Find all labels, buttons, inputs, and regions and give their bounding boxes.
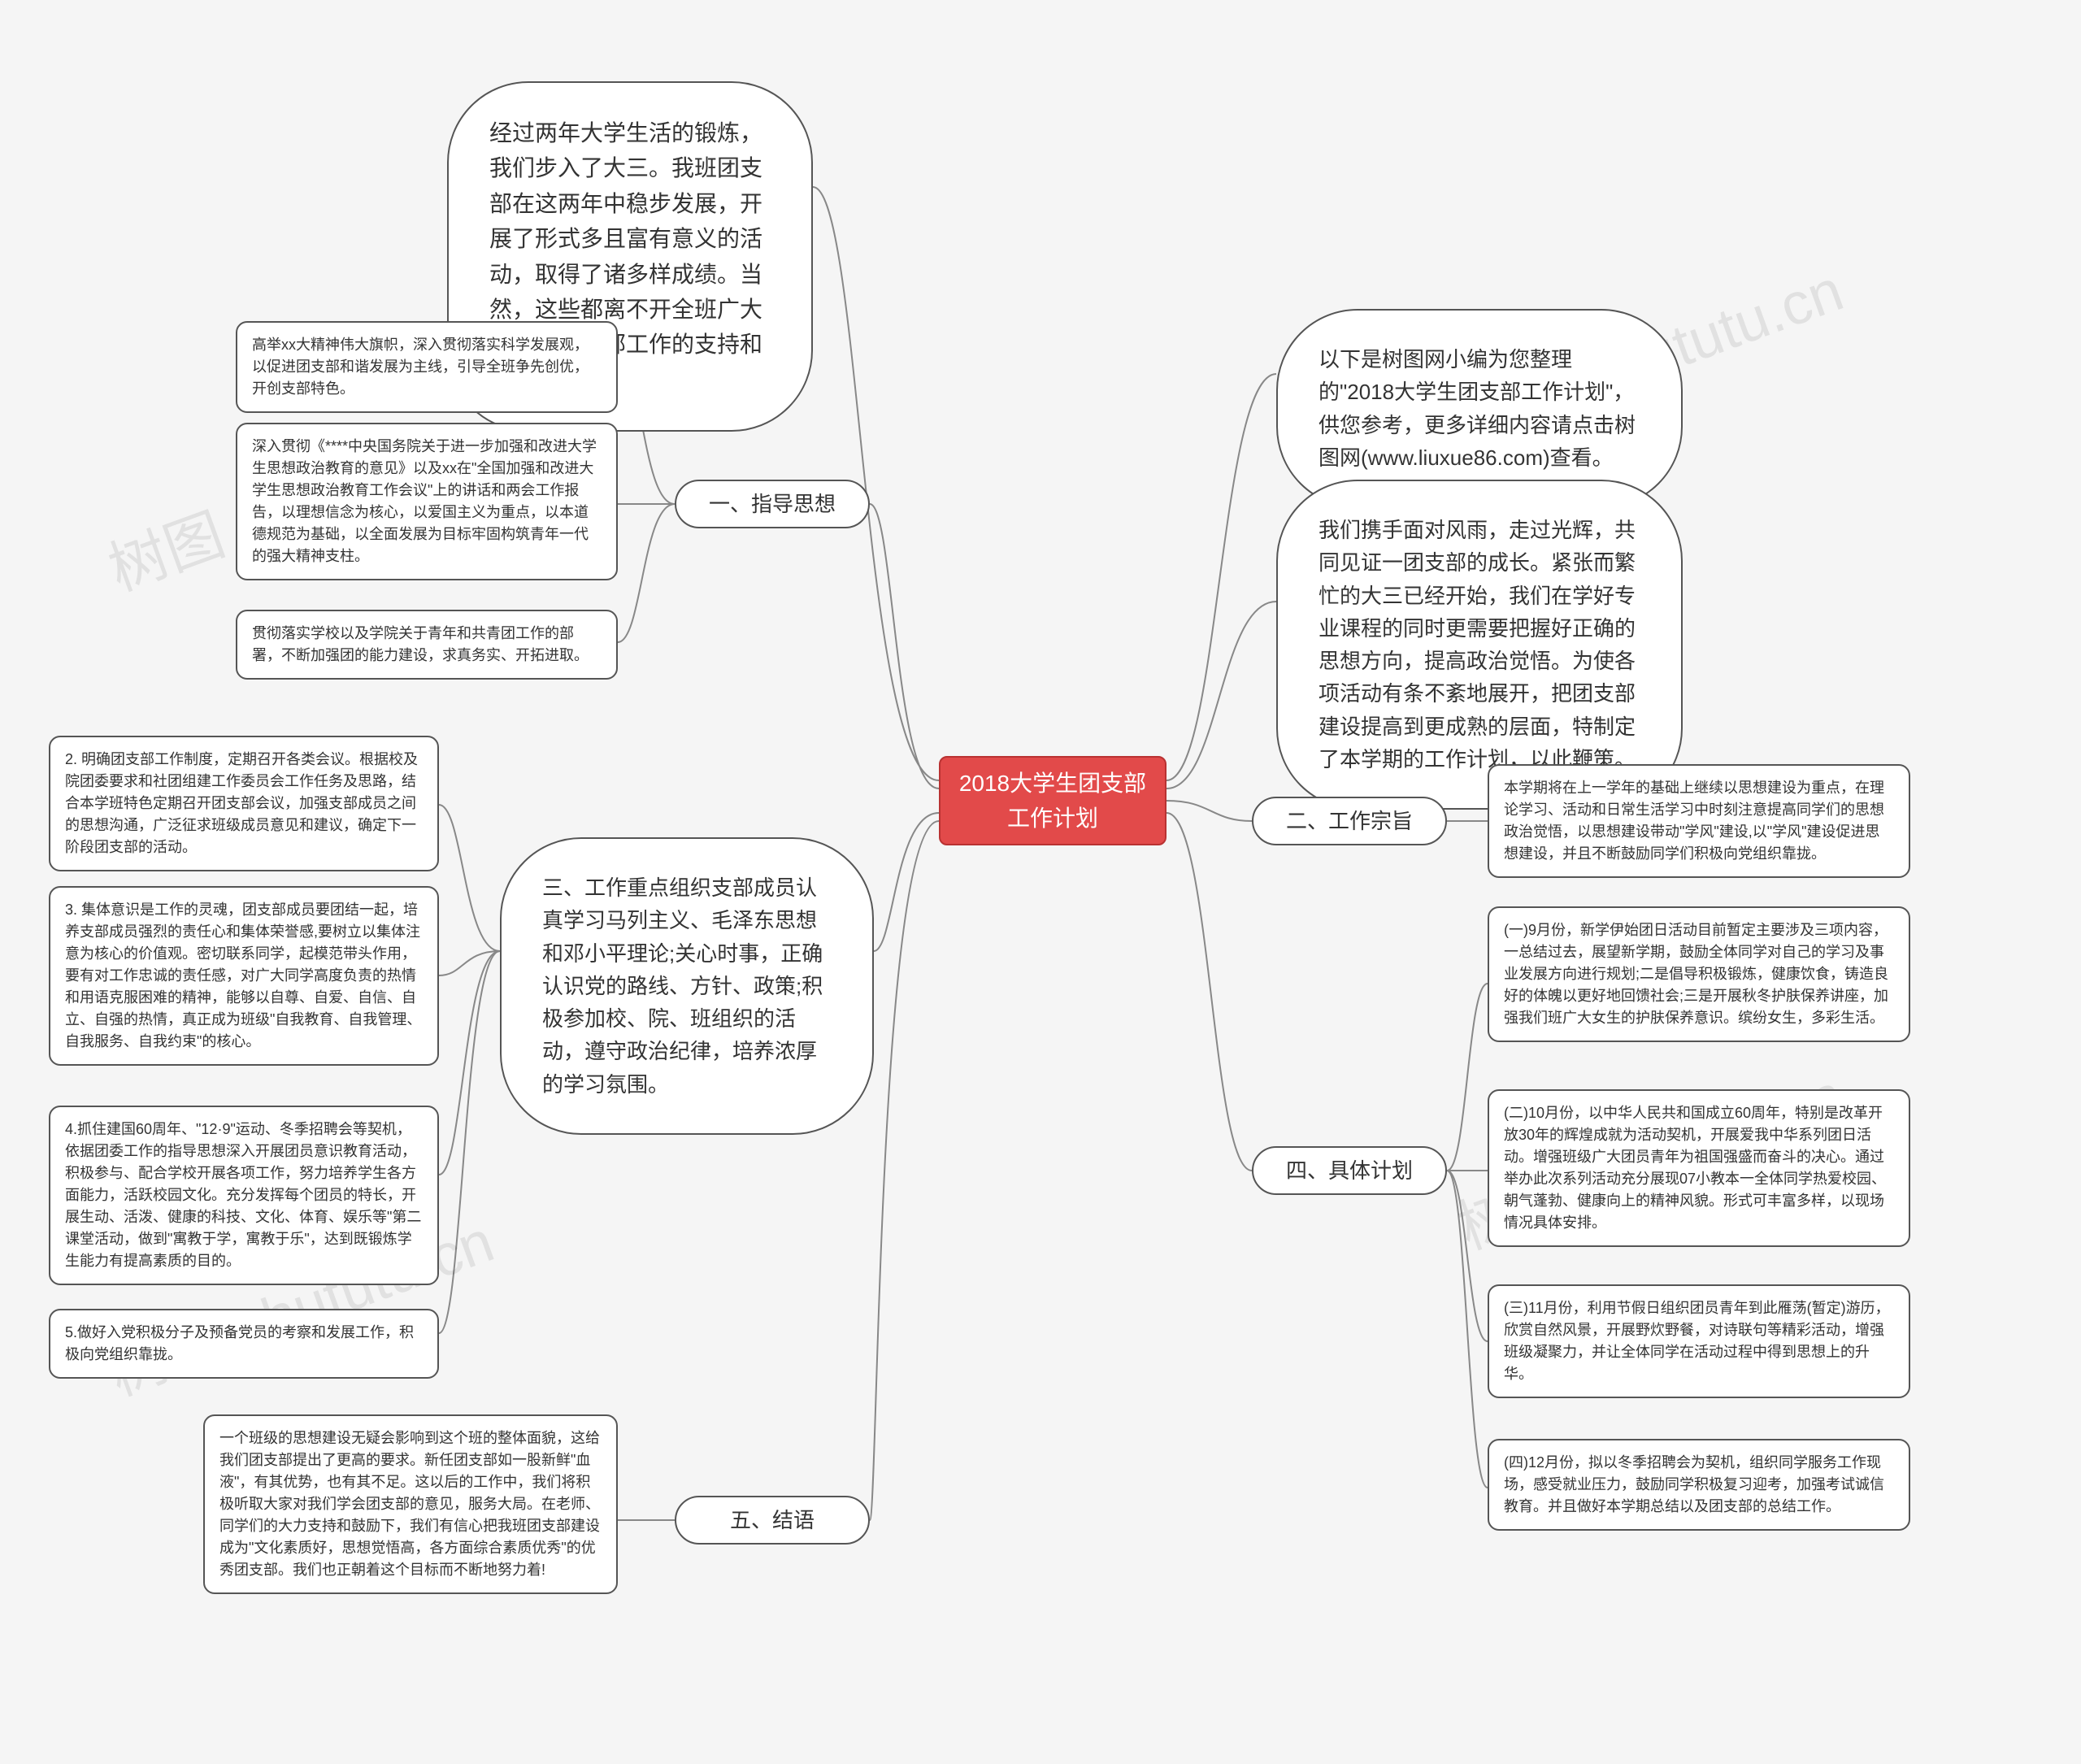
sec1-p1-text: 高举xx大精神伟大旗帜，深入贯彻落实科学发展观，以促进团支部和谐发展为主线，引导…	[252, 337, 589, 397]
sec3-p2-text: 2. 明确团支部工作制度，定期召开各类会议。根据校及院团委要求和社团组建工作委员…	[65, 751, 418, 855]
sec1-p2-text: 深入贯彻《****中央国务院关于进一步加强和改进大学生思想政治教育的意见》以及x…	[252, 438, 597, 564]
sec2-node: 二、工作宗旨	[1252, 797, 1447, 845]
sec3-title: 三、工作重点组织支部成员认真学习马列主义、毛泽东思想和邓小平理论;关心时事，正确…	[542, 875, 823, 1097]
sec1-p3-text: 贯彻落实学校以及学院关于青年和共青团工作的部署，不断加强团的能力建设，求真务实、…	[252, 625, 589, 663]
sec1-p1: 高举xx大精神伟大旗帜，深入贯彻落实科学发展观，以促进团支部和谐发展为主线，引导…	[236, 321, 618, 413]
sec4-title: 四、具体计划	[1286, 1154, 1413, 1187]
sec1-p2: 深入贯彻《****中央国务院关于进一步加强和改进大学生思想政治教育的意见》以及x…	[236, 423, 618, 580]
sec3-p4-text: 4.抓住建国60周年、"12·9"运动、冬季招聘会等契机，依据团委工作的指导思想…	[65, 1121, 421, 1269]
sec1-title: 一、指导思想	[709, 488, 836, 520]
root-node: 2018大学生团支部工作计划	[939, 756, 1166, 845]
sec1-node: 一、指导思想	[675, 480, 870, 528]
sec5-node: 五、结语	[675, 1496, 870, 1545]
sec4-p2: (二)10月份，以中华人民共和国成立60周年，特别是改革开放30年的辉煌成就为活…	[1488, 1089, 1910, 1247]
sec1-p3: 贯彻落实学校以及学院关于青年和共青团工作的部署，不断加强团的能力建设，求真务实、…	[236, 610, 618, 680]
sec5-text-content: 一个班级的思想建设无疑会影响到这个班的整体面貌，这给我们团支部提出了更高的要求。…	[219, 1430, 600, 1578]
sec3-p2: 2. 明确团支部工作制度，定期召开各类会议。根据校及院团委要求和社团组建工作委员…	[49, 736, 439, 871]
sec4-p3-text: (三)11月份，利用节假日组织团员青年到此雁荡(暂定)游历，欣赏自然风景，开展野…	[1504, 1300, 1890, 1382]
sec3-p4: 4.抓住建国60周年、"12·9"运动、冬季招聘会等契机，依据团委工作的指导思想…	[49, 1106, 439, 1285]
sec3-p5-text: 5.做好入党积极分子及预备党员的考察和发展工作，积极向党组织靠拢。	[65, 1324, 414, 1362]
sec2-title: 二、工作宗旨	[1286, 805, 1413, 837]
right-intro2: 我们携手面对风雨，走过光辉，共同见证一团支部的成长。紧张而繁忙的大三已经开始，我…	[1276, 480, 1683, 810]
sec3-p3: 3. 集体意识是工作的灵魂，团支部成员要团结一起，培养支部成员强烈的责任心和集体…	[49, 886, 439, 1066]
sec2-text: 本学期将在上一学年的基础上继续以思想建设为重点，在理论学习、活动和日常生活学习中…	[1488, 764, 1910, 878]
root-title: 2018大学生团支部工作计划	[957, 766, 1149, 836]
sec5-text: 一个班级的思想建设无疑会影响到这个班的整体面貌，这给我们团支部提出了更高的要求。…	[203, 1414, 618, 1594]
sec4-p4-text: (四)12月份，拟以冬季招聘会为契机，组织同学服务工作现场，感受就业压力，鼓励同…	[1504, 1454, 1884, 1514]
sec4-node: 四、具体计划	[1252, 1146, 1447, 1195]
right-intro1: 以下是树图网小编为您整理的"2018大学生团支部工作计划"，供您参考，更多详细内…	[1276, 309, 1683, 508]
sec4-p1: (一)9月份，新学伊始团日活动目前暂定主要涉及三项内容，一总结过去，展望新学期，…	[1488, 906, 1910, 1042]
sec2-text-content: 本学期将在上一学年的基础上继续以思想建设为重点，在理论学习、活动和日常生活学习中…	[1504, 780, 1884, 862]
sec5-title: 五、结语	[730, 1504, 815, 1536]
sec4-p4: (四)12月份，拟以冬季招聘会为契机，组织同学服务工作现场，感受就业压力，鼓励同…	[1488, 1439, 1910, 1531]
sec3-p3-text: 3. 集体意识是工作的灵魂，团支部成员要团结一起，培养支部成员强烈的责任心和集体…	[65, 902, 421, 1049]
sec4-p3: (三)11月份，利用节假日组织团员青年到此雁荡(暂定)游历，欣赏自然风景，开展野…	[1488, 1284, 1910, 1398]
right-intro1-text: 以下是树图网小编为您整理的"2018大学生团支部工作计划"，供您参考，更多详细内…	[1319, 347, 1636, 470]
right-intro2-text: 我们携手面对风雨，走过光辉，共同见证一团支部的成长。紧张而繁忙的大三已经开始，我…	[1319, 518, 1636, 771]
sec4-p1-text: (一)9月份，新学伊始团日活动目前暂定主要涉及三项内容，一总结过去，展望新学期，…	[1504, 922, 1888, 1026]
sec4-p2-text: (二)10月份，以中华人民共和国成立60周年，特别是改革开放30年的辉煌成就为活…	[1504, 1105, 1886, 1231]
sec3-p5: 5.做好入党积极分子及预备党员的考察和发展工作，积极向党组织靠拢。	[49, 1309, 439, 1379]
sec3-node: 三、工作重点组织支部成员认真学习马列主义、毛泽东思想和邓小平理论;关心时事，正确…	[500, 837, 874, 1135]
